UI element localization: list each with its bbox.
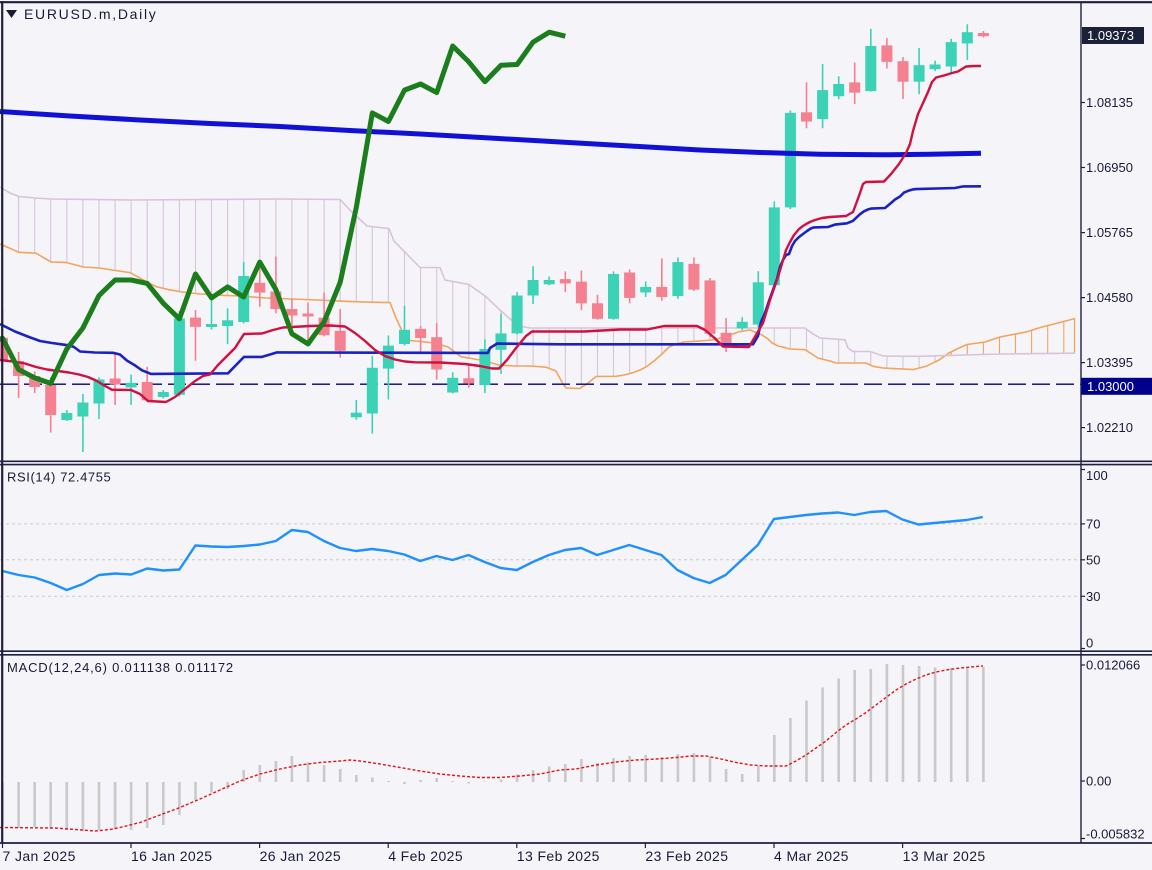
svg-text:EURUSD.m,Daily: EURUSD.m,Daily — [24, 6, 157, 22]
svg-text:0.012066: 0.012066 — [1086, 658, 1140, 673]
svg-text:1.03000: 1.03000 — [1087, 379, 1134, 394]
svg-text:-0.005832: -0.005832 — [1086, 827, 1145, 842]
svg-text:23 Feb 2025: 23 Feb 2025 — [645, 848, 728, 864]
svg-text:1.04580: 1.04580 — [1086, 290, 1133, 305]
svg-text:26 Jan 2025: 26 Jan 2025 — [260, 848, 341, 864]
svg-text:1.08135: 1.08135 — [1086, 95, 1133, 110]
svg-text:0.00: 0.00 — [1086, 774, 1111, 789]
svg-text:0: 0 — [1086, 635, 1093, 650]
svg-text:RSI(14) 72.4755: RSI(14) 72.4755 — [7, 470, 111, 485]
svg-text:70: 70 — [1086, 516, 1100, 531]
svg-text:1.05765: 1.05765 — [1086, 225, 1133, 240]
svg-text:50: 50 — [1086, 552, 1100, 567]
svg-text:1.03395: 1.03395 — [1086, 355, 1133, 370]
svg-text:MACD(12,24,6) 0.011138 0.01117: MACD(12,24,6) 0.011138 0.011172 — [7, 660, 234, 675]
svg-text:4 Mar 2025: 4 Mar 2025 — [774, 848, 849, 864]
svg-text:1.02210: 1.02210 — [1086, 420, 1133, 435]
svg-text:13 Mar 2025: 13 Mar 2025 — [903, 848, 986, 864]
svg-text:1.09373: 1.09373 — [1087, 28, 1134, 43]
svg-text:13 Feb 2025: 13 Feb 2025 — [517, 848, 600, 864]
svg-text:7 Jan 2025: 7 Jan 2025 — [3, 848, 76, 864]
svg-text:1.06950: 1.06950 — [1086, 160, 1133, 175]
svg-text:30: 30 — [1086, 589, 1100, 604]
svg-text:4 Feb 2025: 4 Feb 2025 — [388, 848, 463, 864]
svg-text:16 Jan 2025: 16 Jan 2025 — [131, 848, 212, 864]
svg-text:100: 100 — [1086, 468, 1108, 483]
